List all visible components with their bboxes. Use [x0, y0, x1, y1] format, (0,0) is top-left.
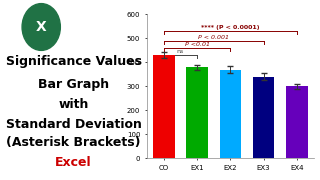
Text: Significance Values: Significance Values — [6, 55, 142, 68]
Bar — [286, 86, 308, 158]
Text: ns: ns — [177, 50, 184, 55]
Text: P <0.01: P <0.01 — [185, 42, 210, 47]
Text: (Asterisk Brackets): (Asterisk Brackets) — [6, 136, 141, 149]
Text: **** (P < 0.0001): **** (P < 0.0001) — [201, 26, 260, 30]
Bar — [220, 70, 241, 158]
Bar — [153, 55, 175, 158]
Circle shape — [22, 4, 60, 50]
Text: P < 0.001: P < 0.001 — [198, 35, 229, 40]
Text: X: X — [36, 20, 47, 34]
Text: Standard Deviation: Standard Deviation — [6, 118, 141, 131]
Bar — [186, 67, 208, 158]
Text: Excel: Excel — [55, 156, 92, 168]
Bar — [253, 77, 275, 158]
Text: Bar Graph: Bar Graph — [38, 78, 109, 91]
Text: with: with — [59, 98, 89, 111]
